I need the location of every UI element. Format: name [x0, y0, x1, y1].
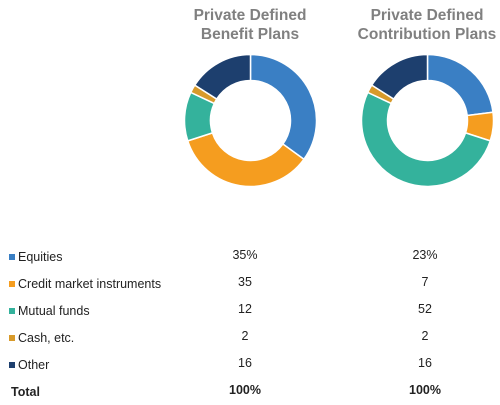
legend-swatch-other [9, 362, 15, 368]
value-benefit-cash: 2 [241, 329, 249, 343]
chart-title-defined-benefit: Private Defined Benefit Plans [193, 7, 307, 43]
legend-row-credit: Credit market instruments 35 7 [0, 275, 500, 297]
legend-label-credit: Credit market instruments [18, 277, 162, 291]
value-contribution-credit: 7 [421, 275, 429, 289]
total-benefit: 100% [229, 383, 261, 397]
value-contribution-equities: 23% [412, 248, 438, 262]
legend-swatch-credit [9, 281, 15, 287]
value-benefit-other: 16 [238, 356, 252, 370]
benefit-slice-other [193, 53, 252, 101]
value-contribution-other: 16 [418, 356, 432, 370]
total-contribution: 100% [409, 383, 441, 397]
legend-swatch-equities [9, 254, 15, 260]
legend-row-equities: Equities 35% 23% [0, 248, 500, 270]
value-contribution-cash: 2 [421, 329, 429, 343]
contribution-slice-equities [426, 53, 494, 117]
value-benefit-credit: 35 [238, 275, 252, 289]
contribution-slice-mutual-funds [360, 91, 492, 188]
total-label: Total [11, 385, 40, 399]
legend-label-cash: Cash, etc. [18, 331, 75, 345]
legend-label-mutual-funds: Mutual funds [18, 304, 90, 318]
total-row: Total 100% 100% [0, 383, 500, 405]
donut-chart-defined-contribution [360, 53, 495, 188]
donut-chart-defined-benefit [183, 53, 318, 188]
legend-row-other: Other 16 16 [0, 356, 500, 378]
legend-row-mutual-funds: Mutual funds 12 52 [0, 302, 500, 324]
value-benefit-equities: 35% [232, 248, 258, 262]
legend-label-equities: Equities [18, 250, 63, 264]
legend-row-cash: Cash, etc. 2 2 [0, 329, 500, 351]
chart-title-defined-contribution: Private Defined Contribution Plans [357, 7, 497, 43]
value-benefit-mutual-funds: 12 [238, 302, 252, 316]
benefit-slice-credit-market-instruments [186, 131, 305, 188]
legend-label-other: Other [18, 358, 50, 372]
value-contribution-mutual-funds: 52 [418, 302, 432, 316]
legend-swatch-cash [9, 335, 15, 341]
legend-swatch-mutual-funds [9, 308, 15, 314]
contribution-slice-other [370, 53, 429, 101]
benefit-slice-equities [249, 53, 318, 161]
